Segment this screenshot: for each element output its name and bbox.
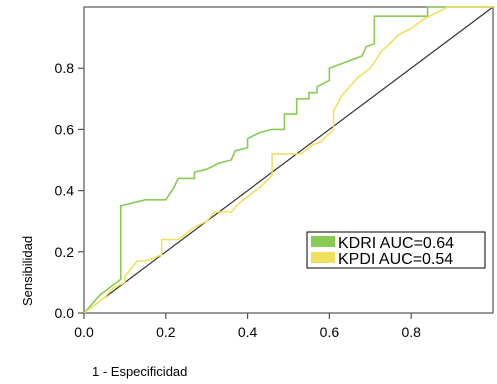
series-line-1	[83, 6, 493, 314]
y-tick-label: 0.2	[55, 244, 75, 260]
x-tick-label: 0.2	[156, 324, 176, 340]
reference-diagonal-line	[83, 6, 494, 314]
x-axis: 0.0 0.2 0.4 0.6 0.8	[74, 313, 421, 340]
series-layer	[83, 6, 494, 314]
series-line-0	[83, 6, 493, 314]
x-tick-label: 0.0	[74, 324, 94, 340]
legend-box	[306, 231, 486, 269]
y-tick-label: 0.4	[55, 183, 75, 199]
x-tick-label: 0.6	[320, 324, 340, 340]
y-tick-label: 0.0	[55, 305, 75, 321]
legend-label: KPDI AUC=0.54	[338, 251, 453, 268]
legend-label: KDRI AUC=0.64	[338, 235, 454, 252]
y-axis-title: Sensibilidad	[20, 236, 35, 306]
legend-swatch	[311, 252, 335, 263]
legend-swatch	[311, 236, 335, 247]
x-tick-label: 0.8	[401, 324, 421, 340]
y-tick-label: 0.6	[55, 121, 75, 137]
y-axis: 0.0 0.2 0.4 0.6 0.8	[55, 60, 84, 321]
x-axis-title: 1 - Especificidad	[92, 364, 187, 379]
y-tick-label: 0.8	[55, 60, 75, 76]
x-tick-label: 0.4	[238, 324, 258, 340]
